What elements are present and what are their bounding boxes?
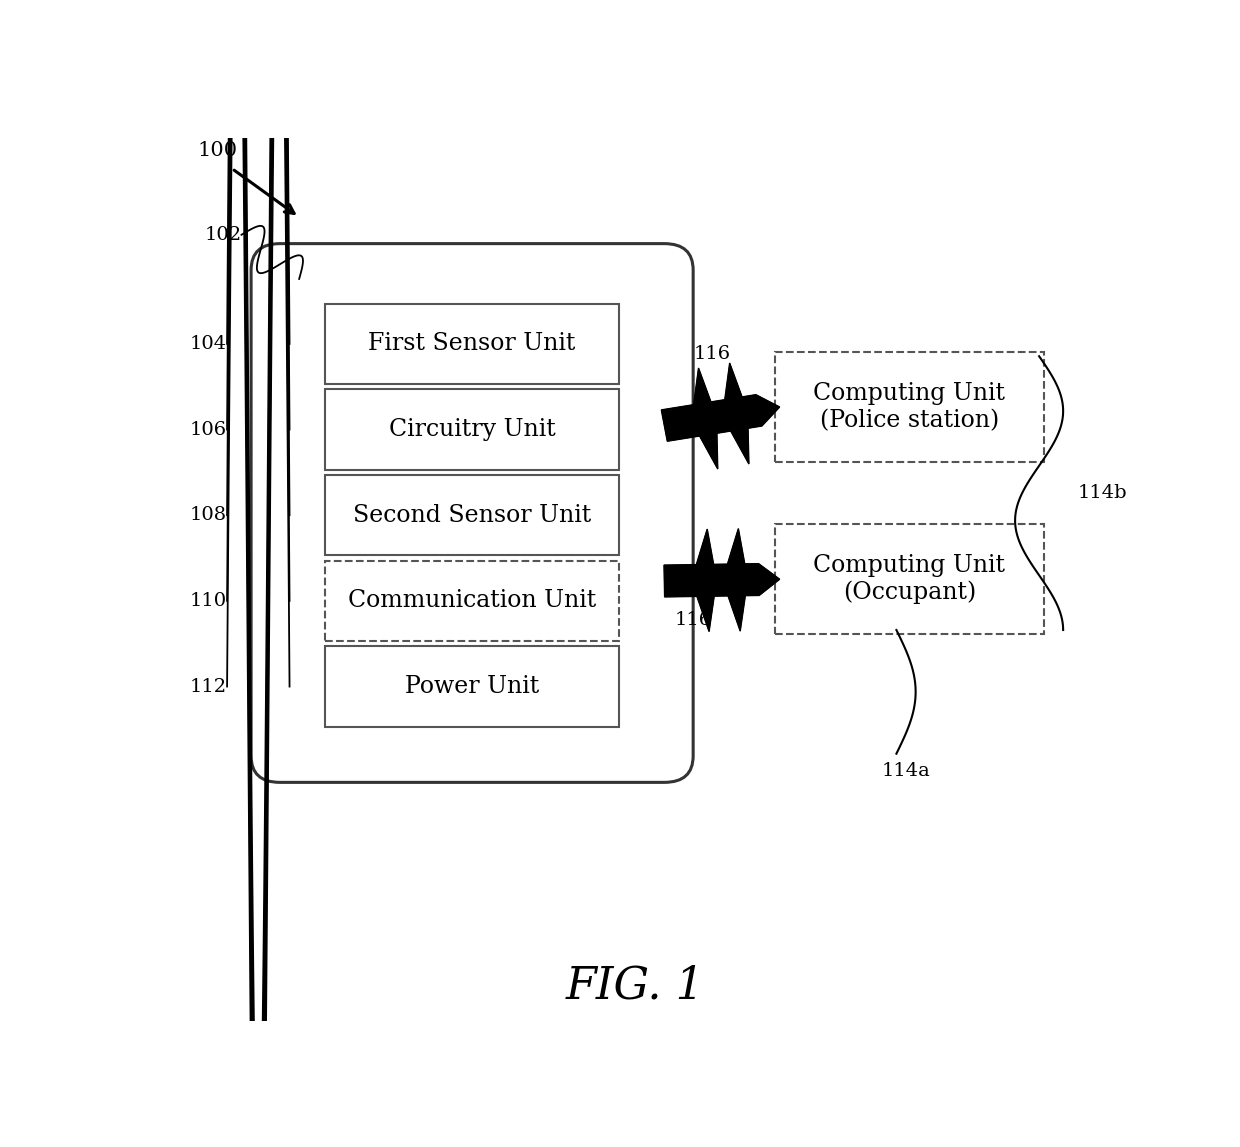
- Text: Circuitry Unit: Circuitry Unit: [389, 418, 556, 442]
- FancyBboxPatch shape: [325, 389, 619, 470]
- Text: 102: 102: [205, 226, 242, 244]
- Text: 106: 106: [190, 421, 227, 438]
- Polygon shape: [661, 364, 780, 469]
- FancyBboxPatch shape: [250, 243, 693, 782]
- Text: Power Unit: Power Unit: [405, 676, 539, 699]
- Text: Computing Unit
(Police station): Computing Unit (Police station): [813, 382, 1006, 431]
- Text: 100: 100: [197, 141, 238, 159]
- FancyBboxPatch shape: [325, 304, 619, 384]
- FancyBboxPatch shape: [325, 561, 619, 641]
- Text: 116: 116: [675, 611, 712, 630]
- Text: 114b: 114b: [1078, 484, 1127, 502]
- Text: Computing Unit
(Occupant): Computing Unit (Occupant): [813, 554, 1006, 604]
- Text: 110: 110: [190, 592, 227, 610]
- FancyBboxPatch shape: [775, 524, 1044, 634]
- Text: First Sensor Unit: First Sensor Unit: [368, 333, 575, 356]
- Text: 116: 116: [694, 345, 730, 364]
- Text: FIG. 1: FIG. 1: [565, 963, 706, 1007]
- Polygon shape: [665, 529, 780, 632]
- Text: 114a: 114a: [882, 763, 930, 780]
- FancyBboxPatch shape: [775, 352, 1044, 462]
- Text: Communication Unit: Communication Unit: [348, 590, 596, 612]
- Text: 104: 104: [190, 335, 227, 353]
- FancyBboxPatch shape: [325, 475, 619, 555]
- Text: 112: 112: [190, 678, 227, 695]
- Text: Second Sensor Unit: Second Sensor Unit: [353, 504, 591, 526]
- FancyBboxPatch shape: [325, 647, 619, 727]
- Text: 108: 108: [190, 506, 227, 524]
